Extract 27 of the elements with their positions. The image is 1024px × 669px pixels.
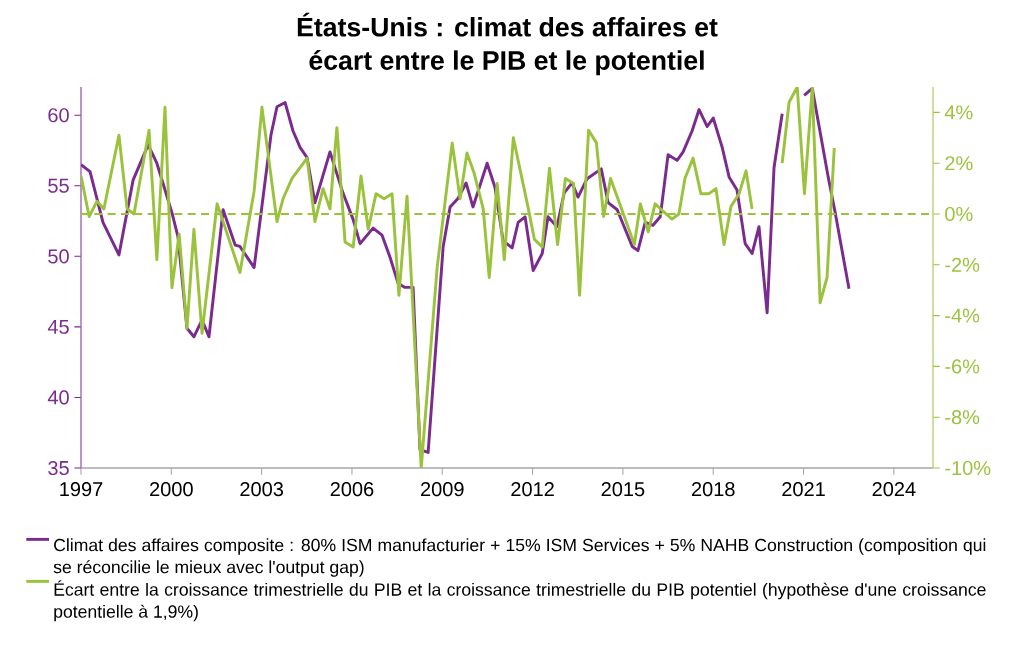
x-tick-label: 2003 [240, 482, 283, 497]
y-tick-label: 35 [48, 460, 69, 476]
x-tick-label: 2018 [691, 482, 735, 497]
y2-tick-label: 4% [944, 105, 973, 120]
x-tick-label: 2024 [872, 482, 916, 497]
chart-title: États-Unis : climat des affaires et écart entre le PIB et le potentiel [297, 12, 718, 76]
y-tick-label: 60 [48, 108, 69, 123]
x-tick-label: 2015 [601, 482, 645, 497]
x-tick-label: 2009 [421, 482, 464, 497]
y2-tick-label: -8% [945, 410, 980, 425]
y2-tick-label: -10% [945, 460, 991, 476]
y-tick-label: 45 [47, 319, 69, 334]
y2-tick-label: 0% [945, 206, 973, 222]
x-tick-label: 2021 [782, 482, 825, 497]
y-tick-label: 50 [48, 249, 69, 264]
x-tick-label: 2006 [330, 482, 374, 497]
x-tick-label: 1997 [60, 482, 103, 497]
legend-label: Climat des affaires composite : 80% ISM manufacturier + 15% ISM Services + 5% NAHB Construction (composition qui se réconcilie le mieux avec l'output gap) [53, 538, 986, 577]
y-tick-label: 40 [47, 390, 69, 405]
x-tick-label: 2000 [150, 482, 193, 497]
y2-tick-label: 2% [945, 156, 973, 171]
y2-tick-label: -4% [945, 308, 980, 323]
y2-tick-label: -2% [945, 257, 980, 272]
legend-label: Écart entre la croissance trimestrielle du PIB et la croissance trimestrielle du PIB potentiel (hypothèse d'une croissance potentielle à 1,9%) [54, 580, 986, 622]
y2-tick-label: -6% [945, 359, 980, 374]
x-tick-label: 2012 [511, 482, 554, 497]
y-tick-label: 55 [48, 178, 69, 193]
